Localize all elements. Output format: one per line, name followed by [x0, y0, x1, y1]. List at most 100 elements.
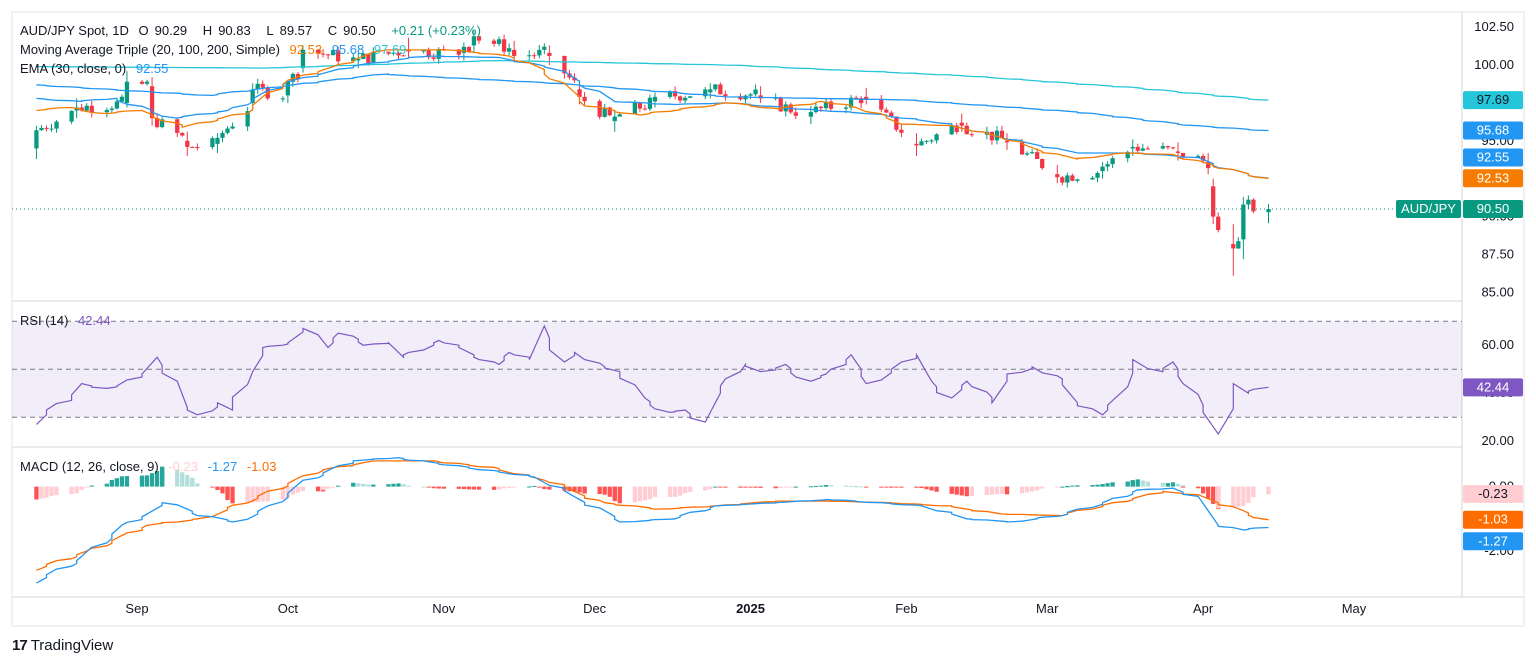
macd-histogram-bar	[884, 486, 889, 488]
macd-histogram-bar	[245, 486, 250, 503]
candle-body	[642, 108, 648, 110]
candle-body	[999, 130, 1005, 139]
candle-body	[934, 134, 939, 141]
macd-histogram-bar	[285, 486, 291, 497]
ma-legend: Moving Average Triple (20, 100, 200, Sim…	[20, 42, 412, 57]
rsi-legend-name: RSI (14)	[20, 313, 69, 328]
macd-histogram-bar	[853, 486, 859, 488]
change-value: +0.21 (+0.23%)	[391, 23, 481, 38]
macd-histogram-bar	[542, 486, 547, 490]
tradingview-logo-icon: 17	[12, 637, 28, 654]
tradingview-logo[interactable]: 17 TradingView	[12, 637, 113, 654]
macd-histogram-bar	[1170, 482, 1176, 487]
candle-body	[215, 137, 220, 144]
macd-histogram-bar	[773, 486, 778, 489]
macd-line-value: -1.27	[207, 459, 238, 474]
macd-histogram-bar	[1100, 484, 1105, 487]
macd-line-tag-bg	[1463, 532, 1523, 551]
macd-histogram-bar	[612, 486, 617, 502]
candle-body	[154, 118, 160, 128]
candle-body	[114, 101, 120, 109]
macd-histogram-bar	[175, 469, 180, 487]
candle-body	[688, 96, 693, 98]
macd-signal-tag: -1.03	[1478, 512, 1508, 527]
candle-body	[476, 36, 482, 41]
candle-body	[431, 57, 436, 59]
candle-body	[562, 55, 567, 74]
macd-histogram-bar	[708, 486, 713, 488]
price-tick-label: 87.50	[1481, 247, 1514, 262]
macd-histogram-bar	[366, 484, 371, 487]
candle-body	[959, 122, 964, 126]
macd-histogram-bar	[899, 486, 904, 488]
candle-body	[466, 46, 472, 52]
macd-line-tag: -1.27	[1478, 533, 1508, 548]
macd-histogram-bar	[1024, 486, 1030, 493]
macd-histogram-bar	[788, 486, 793, 488]
macd-histogram-bar	[1070, 485, 1075, 487]
candle-body	[351, 57, 356, 62]
macd-histogram-bar	[889, 486, 894, 488]
macd-histogram-bar	[748, 486, 753, 488]
macd-histogram-bar	[677, 486, 683, 495]
candle-body	[44, 127, 49, 129]
macd-histogram-bar	[386, 484, 391, 487]
candle-body	[1165, 146, 1171, 148]
macd-histogram-bar	[471, 486, 477, 490]
macd-histogram-bar	[723, 486, 728, 488]
x-tick-label: Feb	[895, 601, 917, 616]
macd-hist-tag-bg	[1463, 485, 1523, 504]
candle-body	[250, 89, 255, 103]
macd-histogram-bar	[778, 486, 783, 488]
candle-body	[828, 101, 834, 109]
macd-histogram-bar	[1160, 483, 1166, 487]
candle-body	[703, 89, 708, 97]
x-tick-label: Oct	[278, 601, 299, 616]
macd-histogram-bar	[642, 486, 648, 501]
macd-histogram-bar	[74, 486, 79, 493]
candle-body	[89, 105, 94, 113]
candle-body	[532, 55, 537, 57]
candle-body	[672, 91, 678, 97]
low-value: L 89.57	[266, 23, 313, 38]
candle-body	[1236, 241, 1241, 249]
price-tick-label: 100.00	[1474, 57, 1514, 72]
candle-body	[371, 51, 376, 63]
macd-histogram-bar	[1035, 486, 1040, 490]
candle-body	[386, 51, 391, 54]
candle-body	[496, 39, 502, 44]
last-price-tag: 90.50	[1477, 201, 1510, 216]
ma200-tag: 97.69	[1477, 92, 1510, 107]
macd-histogram-bar	[793, 486, 798, 488]
x-tick-label: Dec	[583, 601, 607, 616]
macd-histogram-bar	[607, 486, 612, 497]
macd-histogram-bar	[989, 486, 995, 495]
candle-body	[808, 112, 814, 117]
x-tick-label: May	[1342, 601, 1367, 616]
macd-histogram-bar	[215, 486, 220, 491]
macd-histogram-bar	[964, 486, 969, 497]
candle-body	[617, 114, 622, 117]
candle-body	[300, 49, 306, 69]
macd-histogram-bar	[652, 486, 658, 498]
candle-body	[1246, 199, 1251, 205]
candle-body	[753, 89, 758, 95]
macd-histogram-bar	[914, 486, 919, 488]
symbol-label: AUD/JPY Spot, 1D	[20, 23, 129, 38]
candle-body	[421, 50, 426, 52]
candle-body	[577, 89, 582, 97]
candle-body	[315, 49, 321, 54]
x-tick-label: 2025	[736, 601, 765, 616]
candle-body	[1070, 175, 1075, 181]
candle-body	[1195, 155, 1201, 158]
candle-body	[602, 107, 607, 117]
ema-tag: 92.55	[1477, 150, 1510, 165]
ma-legend-name: Moving Average Triple (20, 100, 200, Sim…	[20, 42, 280, 57]
candle-body	[723, 94, 728, 97]
macd-histogram-bar	[330, 486, 336, 488]
macd-histogram-bar	[753, 486, 758, 488]
candle-body	[848, 97, 854, 108]
candle-body	[607, 107, 612, 116]
candle-body	[954, 125, 959, 132]
macd-histogram-bar	[843, 485, 849, 487]
